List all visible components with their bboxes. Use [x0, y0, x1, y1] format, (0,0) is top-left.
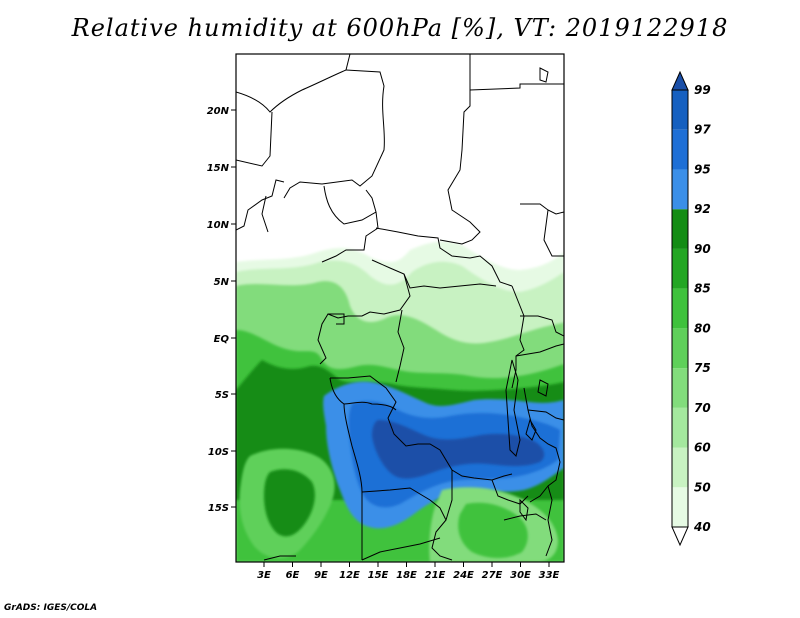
lat-label: 20N [207, 106, 230, 117]
map-frame [235, 53, 565, 563]
colorbar-level-label: 40 [693, 520, 711, 534]
lon-label: 24E [453, 570, 474, 581]
lat-label: 10S [208, 447, 229, 458]
colorbar-level-label: 90 [694, 242, 711, 256]
colorbar-segment [672, 169, 688, 210]
footer-credit: GrADS: IGES/COLA [4, 603, 98, 613]
colorbar-level-label: 95 [694, 162, 711, 176]
country-borders [236, 54, 564, 561]
lat-label: EQ [214, 334, 230, 345]
latitude-axis: 20N 15N 10N 5N EQ 5S 10S 15S [207, 106, 236, 514]
colorbar-segment [672, 407, 688, 448]
colorbar-level-label: 70 [694, 401, 711, 415]
humidity-99-contour [372, 420, 545, 479]
colorbar-segment [672, 248, 688, 289]
colorbar-level-label: 75 [694, 361, 711, 375]
colorbar-segment [672, 487, 688, 527]
longitude-axis: 3E 6E 9E 12E 15E 18E 21E 24E 27E 30E 33E [257, 562, 560, 581]
lon-label: 27E [482, 570, 503, 581]
colorbar-max-arrow [671, 70, 689, 91]
lon-label: 3E [257, 570, 271, 581]
colorbar-segment [672, 328, 688, 369]
colorbar-segment [672, 129, 688, 170]
lon-label: 6E [286, 570, 300, 581]
lat-label: 5S [215, 390, 229, 401]
lat-label: 5N [214, 277, 230, 288]
lon-label: 12E [339, 570, 360, 581]
colorbar-segment [672, 447, 688, 488]
lon-label: 21E [425, 570, 446, 581]
colorbar-level-label: 50 [694, 480, 711, 494]
colorbar: 40 50 60 70 75 80 85 90 92 95 97 99 [671, 70, 711, 547]
colorbar-segment [672, 209, 688, 249]
lon-label: 33E [539, 570, 560, 581]
colorbar-level-label: 97 [694, 123, 711, 137]
lon-label: 30E [510, 570, 531, 581]
colorbar-level-label: 85 [694, 282, 711, 296]
map-plot-area: 20N 15N 10N 5N EQ 5S 10S 15S 3E 6E 9E 12E 15E 18E 21E… [207, 53, 565, 581]
colorbar-level-label: 99 [694, 83, 711, 97]
lat-label: 15N [207, 163, 230, 174]
humidity-south-blob-inner [264, 469, 315, 537]
lon-label: 15E [368, 570, 389, 581]
humidity-field [236, 241, 564, 562]
map-title: Relative humidity at 600hPa [%], VT: 201… [71, 14, 729, 42]
colorbar-segment [672, 288, 688, 329]
humidity-southeast-blob-inner [458, 502, 528, 558]
colorbar-level-label: 60 [694, 441, 711, 455]
lat-label: 15S [208, 503, 229, 514]
colorbar-level-label: 80 [694, 321, 711, 335]
colorbar-segment [672, 90, 688, 130]
lon-label: 18E [396, 570, 417, 581]
colorbar-min-arrow [671, 526, 689, 547]
lon-label: 9E [314, 570, 328, 581]
colorbar-level-label: 92 [694, 202, 711, 216]
colorbar-frame [671, 89, 689, 528]
lat-label: 10N [207, 220, 230, 231]
colorbar-segment [672, 368, 688, 408]
